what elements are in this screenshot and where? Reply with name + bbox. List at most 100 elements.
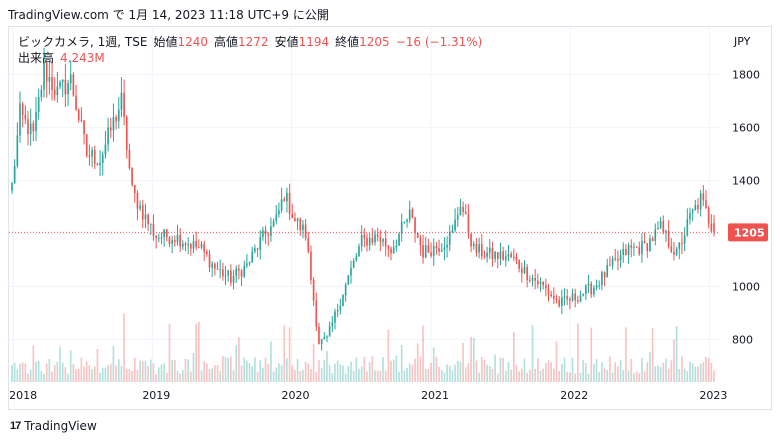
candle-body: [334, 311, 336, 323]
candle-body: [40, 89, 43, 98]
volume-bar: [64, 367, 67, 382]
volume-bar: [691, 363, 694, 382]
volume-bar: [371, 356, 374, 382]
volume-bar: [117, 359, 120, 382]
candle-body: [462, 206, 464, 212]
candle-body: [427, 245, 430, 253]
volume-bar: [545, 363, 547, 382]
candle-body: [459, 206, 462, 215]
candle-body: [595, 285, 598, 288]
volume-bar: [472, 337, 475, 382]
volume-bar: [267, 364, 270, 382]
volume-bar: [16, 369, 19, 382]
volume-bar: [184, 358, 187, 382]
candle-body: [187, 244, 189, 246]
candle-body: [585, 285, 587, 294]
x-tick-label: 2023: [699, 389, 727, 402]
candle-body: [432, 245, 435, 257]
volume-bar: [392, 359, 395, 382]
volume-bar: [601, 362, 603, 382]
volume-bar: [85, 361, 88, 382]
volume-bar: [19, 363, 21, 382]
candle-body: [382, 238, 384, 242]
volume-bar: [227, 358, 230, 382]
candle-body: [446, 244, 448, 248]
candle-body: [240, 270, 243, 277]
candle-body: [251, 251, 254, 263]
volume-bar: [360, 366, 363, 382]
candle-body: [216, 268, 219, 270]
volume-bar: [112, 345, 115, 382]
volume-bar: [35, 361, 37, 382]
volume-bar: [379, 370, 382, 382]
volume-bar: [617, 366, 619, 382]
volume-bar: [214, 365, 216, 382]
candle-body: [443, 247, 446, 250]
volume-bar: [566, 372, 569, 382]
candle-body: [230, 270, 232, 283]
volume-bar: [622, 370, 625, 382]
volume-bar: [558, 371, 561, 382]
volume-bar: [683, 368, 686, 382]
volume-bar: [67, 373, 69, 382]
candle-body: [603, 272, 606, 278]
candle-body: [662, 221, 665, 233]
candles: [11, 47, 715, 351]
candle-body: [622, 248, 625, 255]
candle-body: [697, 204, 699, 210]
volume-bar: [13, 362, 16, 382]
volume-bar: [491, 368, 494, 382]
volume-bar: [334, 363, 336, 382]
candle-body: [256, 248, 259, 250]
volume-bar: [328, 364, 331, 382]
volume-bar: [120, 366, 123, 382]
volume-bar: [368, 361, 371, 382]
volume-bar: [398, 371, 400, 382]
candle-body: [507, 253, 510, 257]
candle-body: [101, 154, 104, 164]
candle-body: [147, 214, 149, 225]
candle-body: [707, 207, 710, 224]
candle-body: [617, 258, 619, 261]
candle-body: [294, 218, 296, 222]
candle-body: [288, 192, 291, 215]
volume-bar: [208, 369, 211, 382]
x-tick-label: 2021: [421, 389, 449, 402]
volume-bar: [192, 353, 195, 382]
volume-bar: [125, 368, 128, 382]
volume-bar: [315, 372, 318, 382]
candle-body: [371, 237, 374, 243]
y-tick-label: 1000: [732, 281, 760, 294]
candle-body: [542, 282, 544, 286]
candle-body: [104, 144, 107, 155]
volume-bar: [75, 369, 77, 382]
volume-bar: [27, 373, 29, 382]
candle-body: [440, 249, 443, 252]
volume-bar: [206, 363, 208, 382]
candle-body: [561, 297, 563, 307]
volume-bar: [374, 370, 376, 382]
volume-bar: [507, 361, 510, 382]
candle-body: [678, 242, 681, 249]
footer: 17 TradingView: [10, 419, 97, 433]
candle-body: [152, 223, 155, 236]
volume-bar: [270, 341, 272, 382]
volume-bar: [133, 357, 136, 382]
candle-body: [539, 282, 542, 285]
candle-body: [523, 266, 526, 274]
volume-bar: [51, 371, 53, 382]
candle-body: [83, 120, 85, 135]
volume-bar: [107, 365, 109, 382]
candle-body: [643, 241, 646, 244]
candle-body: [243, 265, 246, 277]
volume-bar: [395, 355, 398, 382]
candle-body: [529, 279, 531, 281]
candle-body: [563, 296, 566, 298]
volume-bar: [467, 363, 470, 382]
candle-body: [206, 251, 208, 255]
candle-body: [480, 244, 483, 257]
candle-body: [360, 235, 363, 247]
volume-bar: [454, 364, 456, 382]
candle-body: [144, 214, 147, 220]
